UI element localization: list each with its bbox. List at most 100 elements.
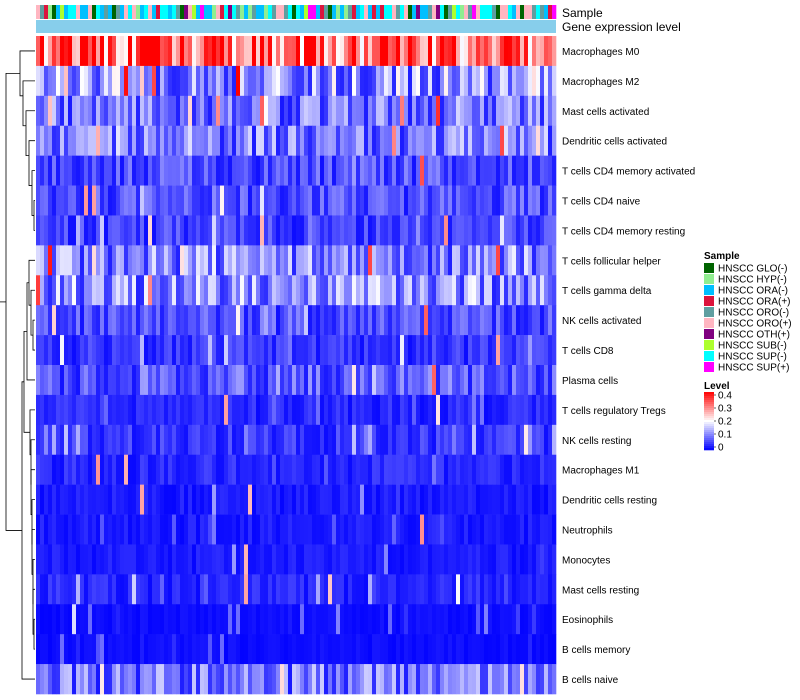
heatmap-cell xyxy=(424,305,429,336)
heatmap-cell xyxy=(416,544,421,575)
heatmap-cell xyxy=(520,394,525,426)
heatmap-cell xyxy=(204,574,209,605)
heatmap-cell xyxy=(116,95,121,127)
heatmap-cell xyxy=(244,574,249,605)
heatmap-cell xyxy=(36,514,41,545)
heatmap-cell xyxy=(460,65,465,97)
heatmap-cell xyxy=(480,574,485,605)
heatmap-cell xyxy=(528,574,533,605)
heatmap-cell xyxy=(312,215,317,246)
heatmap-cell xyxy=(172,335,177,366)
heatmap-cell xyxy=(72,95,77,127)
heatmap-cell xyxy=(60,305,65,336)
heatmap-cell xyxy=(276,245,281,276)
heatmap-cell xyxy=(436,574,441,605)
heatmap-cell xyxy=(192,424,197,456)
heatmap-cell xyxy=(260,514,265,545)
heatmap-cell xyxy=(104,424,109,456)
heatmap-cell xyxy=(328,604,333,635)
sample-annotation-cell xyxy=(208,5,213,19)
heatmap-cell xyxy=(292,155,297,186)
heatmap-cell xyxy=(228,65,233,97)
heatmap-cell xyxy=(188,245,193,276)
heatmap-cell xyxy=(136,185,141,216)
heatmap-cell xyxy=(272,664,277,695)
heatmap-cell xyxy=(552,664,557,695)
heatmap-cell xyxy=(144,185,149,216)
heatmap-cell xyxy=(288,424,293,456)
heatmap-cell xyxy=(168,275,173,306)
heatmap-cell xyxy=(548,454,553,485)
heatmap-cell xyxy=(540,185,545,216)
heatmap-cell xyxy=(224,424,229,456)
heatmap-cell xyxy=(396,574,401,605)
heatmap-cell xyxy=(196,305,201,336)
heatmap-cell xyxy=(548,95,553,127)
heatmap-cell xyxy=(108,335,113,366)
heatmap-cell xyxy=(196,574,201,605)
heatmap-cell xyxy=(348,155,353,186)
heatmap-cell xyxy=(452,335,457,366)
heatmap-cell xyxy=(524,305,529,336)
heatmap-cell xyxy=(520,365,525,396)
heatmap-cell xyxy=(184,514,189,545)
heatmap-cell xyxy=(180,275,185,306)
heatmap-cell xyxy=(276,95,281,127)
heatmap-cell xyxy=(236,664,241,695)
heatmap-cell xyxy=(552,215,557,246)
heatmap-cell xyxy=(552,574,557,605)
heatmap-cell xyxy=(440,245,445,276)
heatmap-cell xyxy=(500,275,505,306)
heatmap-cell xyxy=(448,335,453,366)
heatmap-cell xyxy=(488,65,493,97)
heatmap-cell xyxy=(112,484,117,515)
heatmap-cell xyxy=(544,305,549,336)
heatmap-cell xyxy=(332,544,337,575)
heatmap-cell xyxy=(492,394,497,426)
heatmap-cell xyxy=(520,484,525,515)
heatmap-cell xyxy=(224,215,229,246)
heatmap-cell xyxy=(228,185,233,216)
heatmap-cell xyxy=(88,185,93,216)
heatmap-cell xyxy=(384,394,389,426)
heatmap-cell xyxy=(516,215,521,246)
sample-annotation-cell xyxy=(104,5,109,19)
heatmap-cell xyxy=(416,65,421,97)
heatmap-cell xyxy=(240,484,245,515)
heatmap-cell xyxy=(412,125,417,156)
heatmap-cell xyxy=(376,95,381,127)
heatmap-cell xyxy=(408,664,413,695)
heatmap-cell xyxy=(416,514,421,545)
heatmap-cell xyxy=(172,215,177,246)
heatmap-cell xyxy=(368,484,373,515)
heatmap-cell xyxy=(476,544,481,575)
heatmap-cell xyxy=(76,484,81,515)
heatmap-cell xyxy=(108,664,113,695)
heatmap-cell xyxy=(228,125,233,156)
heatmap-cell xyxy=(52,95,57,127)
heatmap-cell xyxy=(168,245,173,276)
heatmap-cell xyxy=(508,365,513,396)
heatmap-cell xyxy=(172,245,177,276)
heatmap-cell xyxy=(444,95,449,127)
heatmap-cell xyxy=(540,305,545,336)
heatmap-cell xyxy=(204,664,209,695)
heatmap-cell xyxy=(252,36,257,67)
heatmap-cell xyxy=(428,454,433,485)
heatmap-cell xyxy=(484,65,489,97)
heatmap-cell xyxy=(396,394,401,426)
sample-annotation-cell xyxy=(260,5,265,19)
heatmap-cell xyxy=(436,484,441,515)
heatmap-cell xyxy=(516,305,521,336)
heatmap-cell xyxy=(328,454,333,485)
heatmap-cell xyxy=(328,394,333,426)
heatmap-cell xyxy=(192,514,197,545)
heatmap-cell xyxy=(312,335,317,366)
heatmap-cell xyxy=(120,424,125,456)
heatmap-cell xyxy=(336,544,341,575)
heatmap-cell xyxy=(364,36,369,67)
heatmap-cell xyxy=(304,484,309,515)
heatmap-cell xyxy=(524,365,529,396)
heatmap-cell xyxy=(520,574,525,605)
heatmap-cell xyxy=(216,514,221,545)
